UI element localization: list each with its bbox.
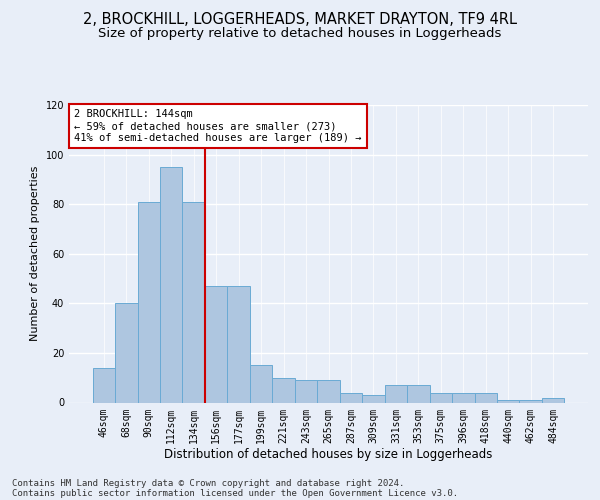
Bar xyxy=(407,385,430,402)
Text: 2, BROCKHILL, LOGGERHEADS, MARKET DRAYTON, TF9 4RL: 2, BROCKHILL, LOGGERHEADS, MARKET DRAYTO… xyxy=(83,12,517,28)
Bar xyxy=(430,392,452,402)
Bar xyxy=(340,392,362,402)
X-axis label: Distribution of detached houses by size in Loggerheads: Distribution of detached houses by size … xyxy=(164,448,493,461)
Bar xyxy=(385,385,407,402)
Bar xyxy=(160,167,182,402)
Bar xyxy=(182,202,205,402)
Bar xyxy=(205,286,227,403)
Bar xyxy=(250,366,272,403)
Bar xyxy=(452,392,475,402)
Bar xyxy=(92,368,115,402)
Bar xyxy=(317,380,340,402)
Bar xyxy=(542,398,565,402)
Bar xyxy=(137,202,160,402)
Bar xyxy=(272,378,295,402)
Bar xyxy=(115,304,137,402)
Text: Size of property relative to detached houses in Loggerheads: Size of property relative to detached ho… xyxy=(98,28,502,40)
Text: 2 BROCKHILL: 144sqm
← 59% of detached houses are smaller (273)
41% of semi-detac: 2 BROCKHILL: 144sqm ← 59% of detached ho… xyxy=(74,110,362,142)
Y-axis label: Number of detached properties: Number of detached properties xyxy=(30,166,40,342)
Bar xyxy=(475,392,497,402)
Text: Contains public sector information licensed under the Open Government Licence v3: Contains public sector information licen… xyxy=(12,488,458,498)
Bar xyxy=(362,395,385,402)
Bar xyxy=(520,400,542,402)
Bar xyxy=(227,286,250,403)
Bar xyxy=(497,400,520,402)
Text: Contains HM Land Registry data © Crown copyright and database right 2024.: Contains HM Land Registry data © Crown c… xyxy=(12,478,404,488)
Bar xyxy=(295,380,317,402)
